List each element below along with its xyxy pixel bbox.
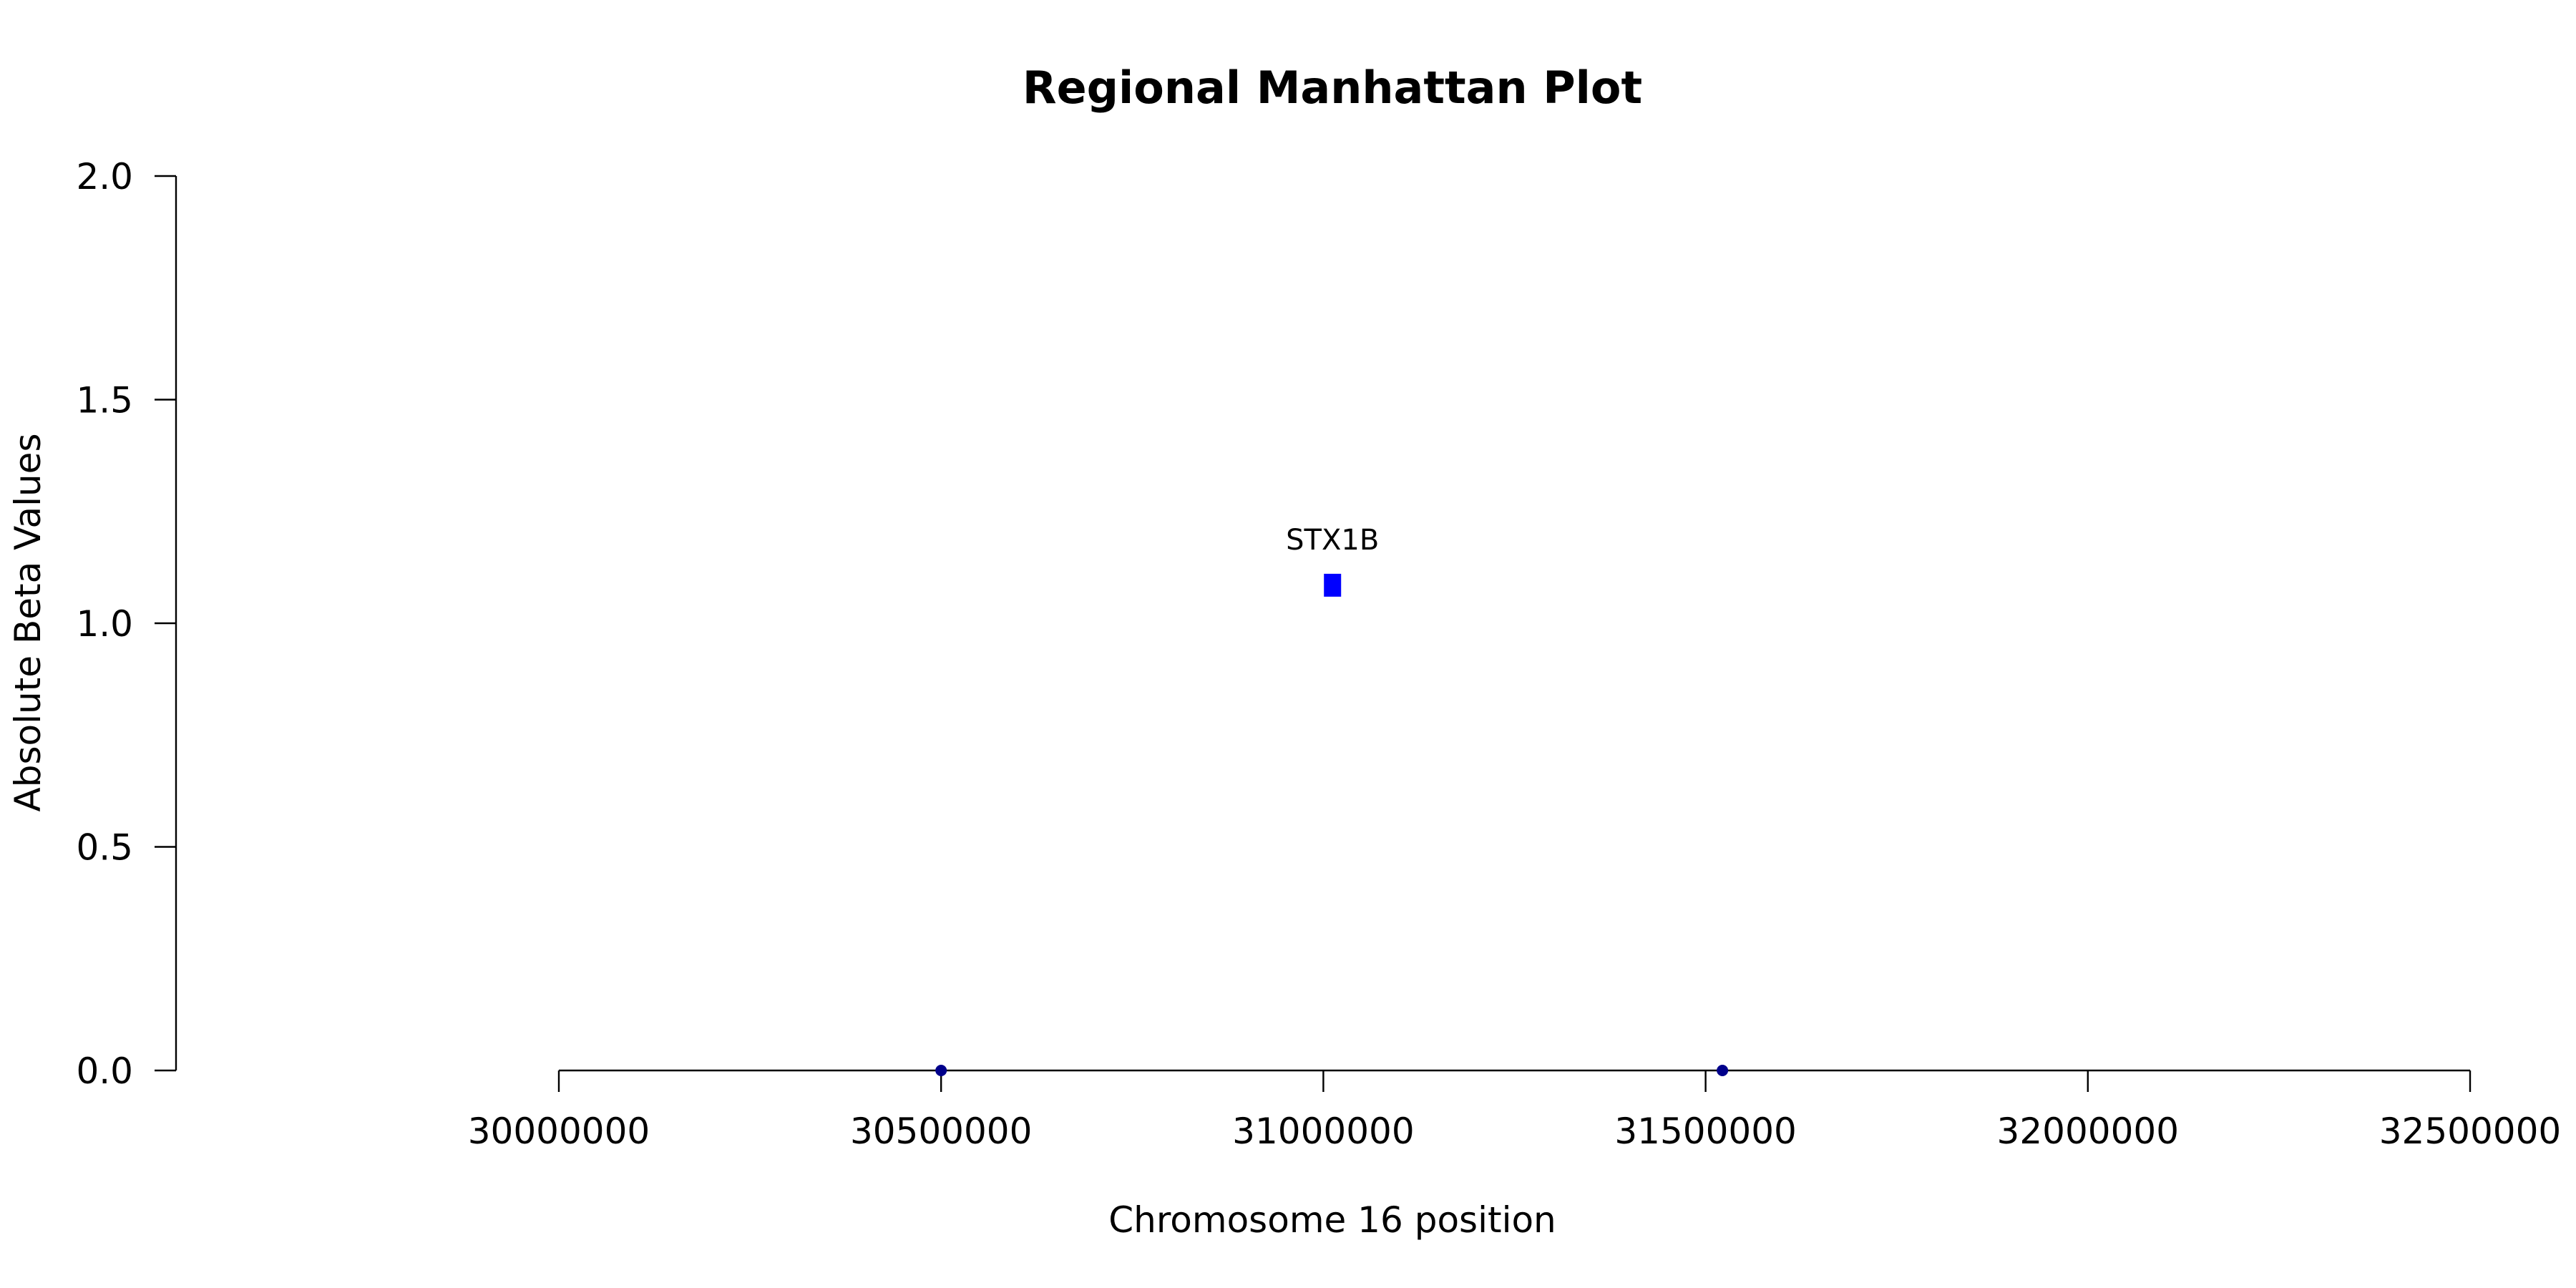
- data-points: STX1B: [935, 524, 1729, 1076]
- x-tick-label: 32500000: [2379, 1111, 2562, 1152]
- y-tick-label: 0.0: [76, 1050, 133, 1092]
- y-tick-label: 2.0: [76, 156, 133, 197]
- y-tick-label: 1.0: [76, 603, 133, 645]
- x-tick-label: 31000000: [1232, 1111, 1415, 1152]
- y-tick-label: 0.5: [76, 827, 133, 869]
- data-point: [1324, 573, 1342, 597]
- data-point: [1717, 1065, 1729, 1076]
- point-label: STX1B: [1286, 524, 1379, 557]
- x-axis-title: Chromosome 16 position: [1108, 1199, 1556, 1241]
- data-point: [935, 1065, 947, 1076]
- x-axis: 30000000 30500000 31000000 31500000 32000000…: [468, 1069, 2562, 1152]
- x-tick-label: 32000000: [1997, 1111, 2180, 1152]
- x-tick-label: 31500000: [1614, 1111, 1797, 1152]
- chart-title: Regional Manhattan Plot: [1023, 62, 1642, 114]
- y-axis-title: Absolute Beta Values: [7, 434, 49, 812]
- x-tick-label: 30500000: [850, 1111, 1033, 1152]
- y-tick-label: 1.5: [76, 380, 133, 421]
- y-axis: 0.0 0.5 1.0 1.5 2.0: [76, 156, 177, 1092]
- x-tick-label: 30000000: [468, 1111, 650, 1152]
